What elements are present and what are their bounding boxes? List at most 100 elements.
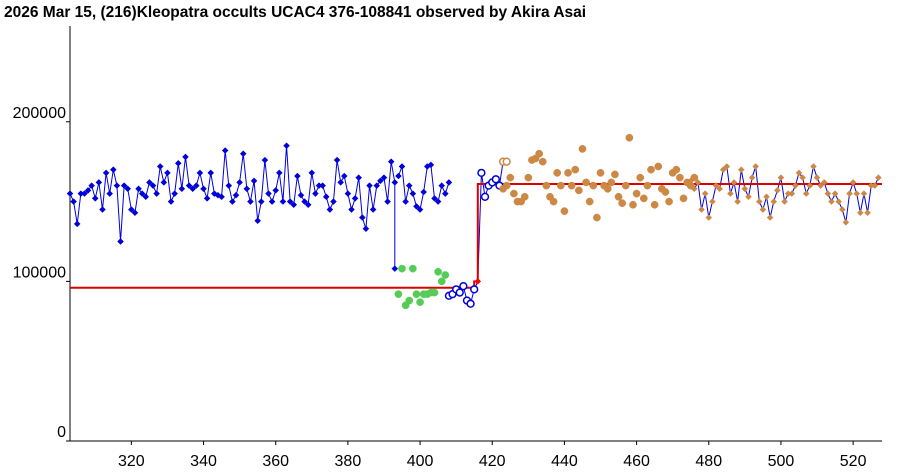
before-point-0-74: [333, 156, 341, 164]
after-point-7-40: [643, 181, 652, 190]
after-point-7-10: [535, 149, 544, 158]
before-point-0-12: [109, 166, 117, 174]
after-point-8-0: [687, 177, 695, 185]
x-tick-label-400: 400: [407, 453, 434, 470]
after-point-8-23: [770, 198, 778, 205]
after-point-7-21: [575, 186, 583, 195]
before-point-0-44: [225, 182, 233, 189]
plot-area: [66, 133, 882, 310]
before-point-0-22: [146, 179, 153, 186]
after-point-8-1: [690, 185, 698, 193]
during-point-3-0: [394, 290, 403, 299]
after-point-7-32: [614, 192, 623, 201]
after-point-8-7: [712, 182, 720, 189]
after-point-7-34: [621, 181, 630, 190]
before-point-0-27: [164, 169, 171, 177]
after-point-8-41: [835, 198, 843, 205]
after-point-7-50: [679, 194, 688, 203]
after-point-8-10: [723, 163, 731, 170]
before-point-0-88: [384, 198, 391, 205]
after-point-8-44: [846, 190, 853, 197]
drop-point-2-0: [391, 265, 399, 272]
after-point-7-16: [556, 181, 565, 190]
before-point-0-6: [88, 182, 96, 189]
after-point-8-34: [810, 163, 817, 170]
before-point-0-43: [221, 147, 229, 154]
before-point-0-61: [286, 198, 294, 205]
after-point-8-17: [748, 174, 756, 181]
before-point-0-4: [81, 190, 88, 197]
after-point-8-36: [817, 182, 825, 189]
after-point-8-49: [864, 209, 871, 217]
after-point-8-13: [734, 198, 741, 205]
before-point-0-72: [326, 206, 334, 213]
before-point-0-50: [247, 198, 254, 205]
after-point-7-35: [625, 133, 634, 142]
after-point-8-8: [716, 185, 723, 193]
x-tick-label-360: 360: [262, 453, 289, 470]
before-point-0-62: [290, 201, 298, 209]
after-point-7-26: [593, 213, 601, 222]
before-point-1-7: [420, 188, 428, 196]
before-point-1-6: [416, 206, 424, 213]
after-point-8-22: [766, 214, 774, 221]
before-point-0-46: [232, 191, 240, 199]
after-point-8-15: [741, 185, 749, 193]
after-point-7-33: [618, 199, 627, 208]
before-point-0-24: [153, 190, 160, 197]
before-point-0-33: [185, 182, 193, 189]
after-point-7-7: [524, 173, 533, 182]
after-point-8-14: [737, 166, 745, 174]
after-point-7-25: [589, 181, 598, 190]
after-point-7-30: [607, 178, 616, 187]
y-tick-label-200000: 200000: [13, 105, 66, 122]
before-point-1-0: [395, 172, 402, 180]
before-point-0-82: [362, 225, 370, 233]
reappear_open-point-6-7: [502, 157, 511, 166]
before-point-0-64: [297, 191, 305, 199]
before-point-0-35: [192, 182, 200, 189]
after-point-8-38: [824, 190, 832, 197]
after-point-8-32: [802, 190, 810, 197]
before-point-0-7: [91, 195, 99, 202]
before-point-0-0: [66, 190, 74, 197]
after-point-7-31: [611, 170, 619, 179]
before-point-0-9: [99, 206, 106, 213]
before-point-0-53: [257, 198, 265, 205]
y-tick-label-0: 0: [57, 424, 66, 441]
after-point-7-6: [520, 192, 529, 201]
chart-title: 2026 Mar 15, (216)Kleopatra occults UCAC…: [4, 4, 587, 21]
before-point-0-86: [377, 177, 384, 185]
x-tick-label-520: 520: [840, 453, 867, 470]
x-tick-label-420: 420: [479, 453, 506, 470]
before-point-0-34: [189, 185, 197, 193]
after-point-7-41: [647, 165, 655, 174]
after-point-7-45: [661, 188, 670, 196]
before-point-0-38: [203, 195, 211, 202]
before-point-0-78: [348, 206, 355, 213]
before-point-0-48: [239, 150, 247, 158]
during-point-3-12: [437, 277, 446, 286]
after-point-7-48: [672, 165, 681, 174]
after-point-7-37: [632, 189, 641, 198]
before-point-1-12: [438, 182, 446, 189]
before-point-0-31: [178, 185, 186, 193]
before-point-0-49: [243, 185, 251, 193]
after-point-8-28: [788, 190, 796, 197]
before-point-0-25: [156, 163, 164, 170]
before-point-0-66: [304, 201, 312, 209]
before-point-0-58: [275, 169, 283, 177]
before-point-0-37: [200, 185, 207, 193]
after-point-8-51: [871, 182, 879, 189]
before-point-0-20: [138, 190, 146, 197]
after-point-8-29: [792, 182, 799, 189]
after-point-7-14: [549, 197, 558, 206]
before-point-0-18: [131, 209, 139, 217]
after-point-8-37: [820, 179, 828, 186]
before-point-0-55: [265, 190, 272, 197]
after-point-8-46: [853, 190, 861, 197]
before-point-1-9: [427, 161, 435, 169]
before-point-0-1: [70, 198, 77, 205]
during-point-3-6: [416, 298, 424, 306]
